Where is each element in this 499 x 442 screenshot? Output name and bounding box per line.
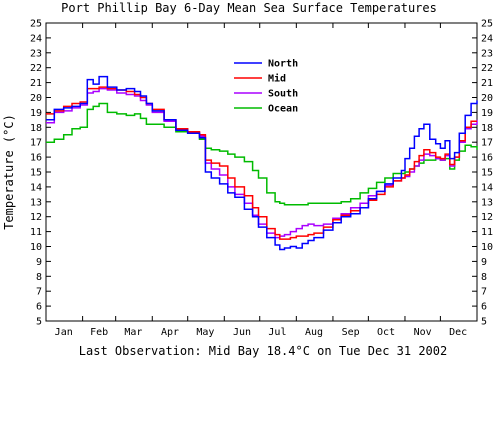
y-tick-label: 22 bbox=[481, 63, 493, 74]
y-tick-label: 9 bbox=[36, 257, 42, 268]
legend-label: Mid bbox=[268, 73, 286, 85]
y-tick-label: 13 bbox=[30, 197, 42, 208]
x-axis: Jan Feb Mar Apr May Jun Jul Aug Sep Oct Nov Dec bbox=[45, 23, 478, 338]
y-tick-label: 12 bbox=[30, 212, 42, 223]
y-tick-label: 21 bbox=[30, 78, 42, 89]
series-line-mid bbox=[46, 86, 477, 240]
series-lines bbox=[46, 75, 478, 251]
y-tick-label: 5 bbox=[481, 317, 487, 328]
x-tick-label: Jun bbox=[233, 327, 251, 338]
y-tick-label: 25 bbox=[30, 19, 42, 30]
y-tick-label: 22 bbox=[30, 63, 42, 74]
y-tick-label: 19 bbox=[481, 108, 493, 119]
series-line-north bbox=[46, 75, 478, 251]
y-tick-label: 7 bbox=[481, 287, 487, 298]
series-line-ocean bbox=[46, 102, 478, 206]
y-tick-label: 15 bbox=[481, 168, 493, 179]
y-tick-label: 11 bbox=[30, 227, 42, 238]
x-tick-label: Nov bbox=[414, 327, 432, 338]
y-tick-label: 20 bbox=[481, 93, 493, 104]
y-tick-label: 19 bbox=[30, 108, 42, 119]
y-tick-label: 18 bbox=[481, 123, 493, 134]
y-tick-label: 23 bbox=[481, 48, 493, 59]
y-tick-label: 14 bbox=[30, 182, 42, 193]
y-tick-label: 16 bbox=[481, 153, 493, 164]
y-tick-label: 23 bbox=[30, 48, 42, 59]
y-axis-left: 5 6 7 8 9 10 11 12 13 14 15 16 17 18 19 20 21 22 23 24 25 bbox=[30, 19, 51, 328]
y-tick-label: 8 bbox=[36, 272, 42, 283]
y-tick-label: 9 bbox=[481, 257, 487, 268]
y-tick-label: 20 bbox=[30, 93, 42, 104]
x-tick-label: Aug bbox=[305, 327, 323, 338]
x-tick-label: Jul bbox=[268, 327, 286, 338]
y-tick-label: 7 bbox=[36, 287, 42, 298]
y-tick-label: 5 bbox=[36, 317, 42, 328]
y-tick-label: 12 bbox=[481, 212, 493, 223]
y-tick-label: 24 bbox=[30, 33, 42, 44]
y-axis-label: Temperature (°C) bbox=[2, 114, 16, 230]
chart-title: Port Phillip Bay 6-Day Mean Sea Surface … bbox=[61, 1, 437, 15]
y-tick-label: 10 bbox=[30, 242, 42, 253]
x-tick-label: May bbox=[196, 327, 214, 338]
x-tick-label: Sep bbox=[342, 327, 360, 338]
y-tick-label: 17 bbox=[481, 138, 493, 149]
legend-label: Ocean bbox=[268, 104, 298, 115]
x-tick-label: Jan bbox=[55, 327, 73, 338]
y-tick-label: 14 bbox=[481, 182, 493, 193]
legend: North Mid South Ocean bbox=[234, 59, 298, 115]
y-tick-label: 25 bbox=[481, 19, 493, 30]
x-tick-label: Apr bbox=[161, 327, 179, 338]
y-tick-label: 24 bbox=[481, 33, 493, 44]
y-tick-label: 18 bbox=[30, 123, 42, 134]
y-tick-label: 10 bbox=[481, 242, 493, 253]
y-axis-right: 5 6 7 8 9 10 11 12 13 14 15 16 17 18 19 20 21 22 23 24 25 bbox=[472, 19, 493, 328]
x-tick-label: Feb bbox=[90, 327, 108, 338]
series-line-south bbox=[46, 87, 478, 239]
last-observation-footer: Last Observation: Mid Bay 18.4°C on Tue … bbox=[79, 344, 447, 358]
y-tick-label: 16 bbox=[30, 153, 42, 164]
x-tick-label: Oct bbox=[377, 327, 395, 338]
y-tick-label: 17 bbox=[30, 138, 42, 149]
legend-label: South bbox=[268, 89, 298, 100]
y-tick-label: 21 bbox=[481, 78, 493, 89]
y-tick-label: 8 bbox=[481, 272, 487, 283]
y-tick-label: 15 bbox=[30, 168, 42, 179]
y-tick-label: 11 bbox=[481, 227, 493, 238]
y-tick-label: 6 bbox=[481, 302, 487, 313]
y-tick-label: 6 bbox=[36, 302, 42, 313]
y-tick-label: 13 bbox=[481, 197, 493, 208]
x-tick-label: Dec bbox=[449, 327, 467, 338]
legend-label: North bbox=[268, 59, 298, 70]
x-tick-label: Mar bbox=[124, 327, 142, 338]
